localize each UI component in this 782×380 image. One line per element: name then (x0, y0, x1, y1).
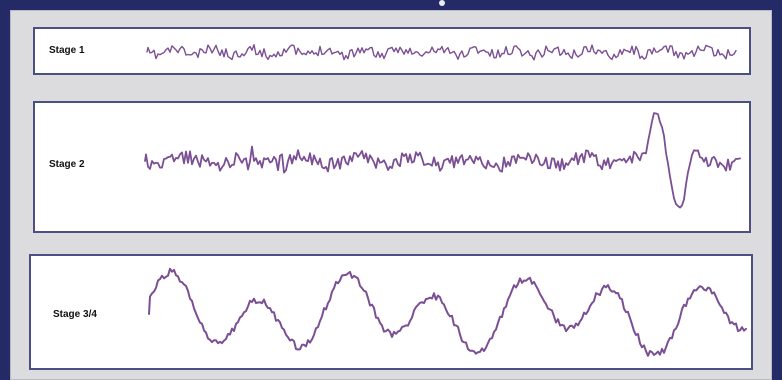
stage-3-4-panel: Stage 3/4 (29, 254, 753, 370)
stage-3-4-waveform (148, 267, 747, 357)
stage-2-panel: Stage 2 (33, 101, 751, 233)
stage-3-4-label: Stage 3/4 (53, 309, 97, 320)
stage-1-waveform (146, 44, 737, 61)
stage-2-label: Stage 2 (49, 159, 85, 170)
eeg-stages-figure: Stage 1 Stage 2 Stage 3/4 (10, 10, 772, 380)
top-indicator-dot (439, 0, 445, 6)
stage-1-label: Stage 1 (49, 45, 85, 56)
stage-1-panel: Stage 1 (33, 27, 751, 75)
stage-2-waveform (144, 112, 741, 209)
